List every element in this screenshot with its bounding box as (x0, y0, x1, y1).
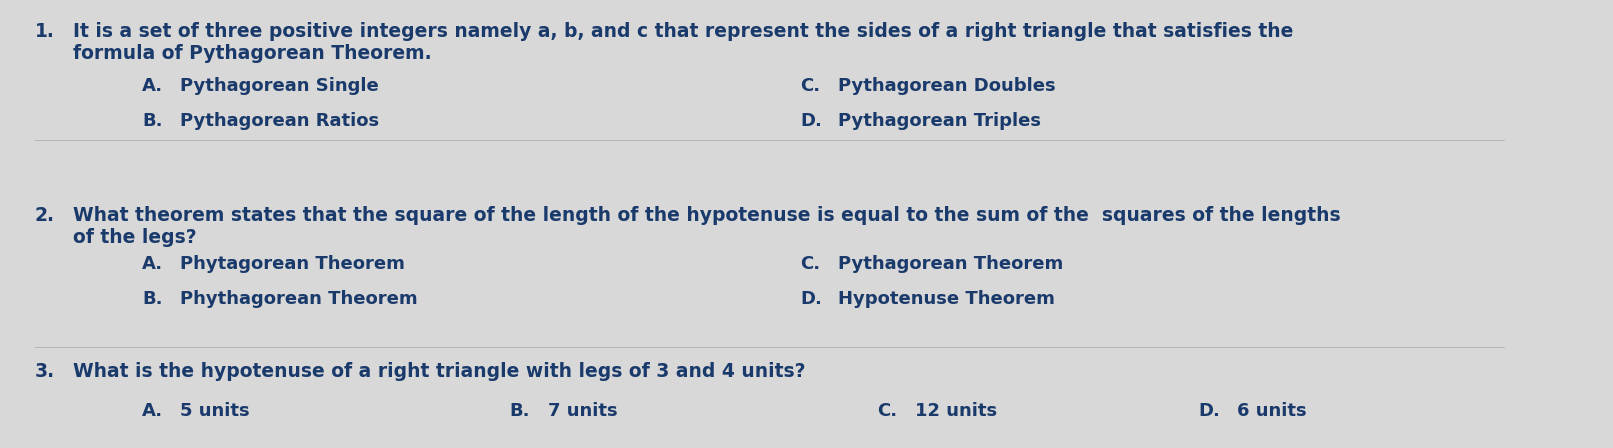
Text: What theorem states that the square of the length of the hypotenuse is equal to : What theorem states that the square of t… (73, 207, 1340, 247)
Text: 5 units: 5 units (181, 402, 250, 420)
Text: Pythagorean Doubles: Pythagorean Doubles (839, 77, 1057, 95)
Text: Pythagorean Single: Pythagorean Single (181, 77, 379, 95)
Text: B.: B. (510, 402, 529, 420)
Text: A.: A. (142, 77, 163, 95)
Text: C.: C. (877, 402, 897, 420)
Text: B.: B. (142, 290, 163, 308)
Text: D.: D. (800, 112, 823, 130)
Text: A.: A. (142, 255, 163, 273)
Text: Pythagorean Ratios: Pythagorean Ratios (181, 112, 379, 130)
Text: 12 units: 12 units (915, 402, 997, 420)
Text: 3.: 3. (35, 362, 55, 382)
Text: 7 units: 7 units (548, 402, 618, 420)
Text: D.: D. (1198, 402, 1219, 420)
Text: Hypotenuse Theorem: Hypotenuse Theorem (839, 290, 1055, 308)
Text: It is a set of three positive integers namely a, b, and c that represent the sid: It is a set of three positive integers n… (73, 22, 1294, 63)
Text: 6 units: 6 units (1237, 402, 1307, 420)
Text: 1.: 1. (35, 22, 55, 41)
Text: Pythagorean Theorem: Pythagorean Theorem (839, 255, 1063, 273)
Text: 2.: 2. (35, 207, 55, 225)
Text: C.: C. (800, 77, 821, 95)
Text: D.: D. (800, 290, 823, 308)
Text: Phythagorean Theorem: Phythagorean Theorem (181, 290, 418, 308)
Text: B.: B. (142, 112, 163, 130)
Text: Phytagorean Theorem: Phytagorean Theorem (181, 255, 405, 273)
Text: Pythagorean Triples: Pythagorean Triples (839, 112, 1042, 130)
Text: A.: A. (142, 402, 163, 420)
Text: What is the hypotenuse of a right triangle with legs of 3 and 4 units?: What is the hypotenuse of a right triang… (73, 362, 805, 382)
Text: C.: C. (800, 255, 821, 273)
